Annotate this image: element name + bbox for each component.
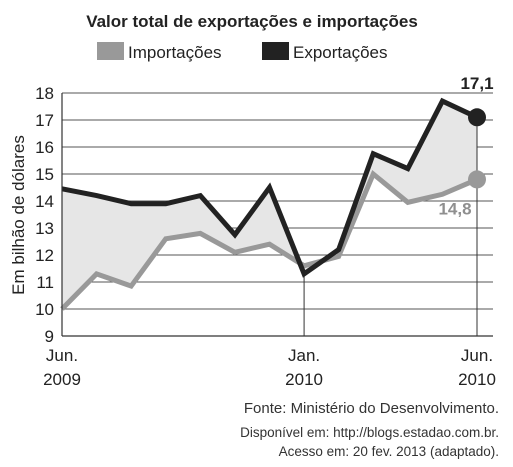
y-tick-label: 16: [35, 138, 54, 157]
x-tick-label: Jan.: [288, 346, 320, 365]
y-tick-label: 11: [36, 273, 54, 292]
y-tick-label: 18: [35, 84, 54, 103]
x-tick-label: Jun.: [46, 346, 78, 365]
x-tick-label: 2009: [43, 370, 81, 389]
series-lines: [60, 97, 486, 311]
y-tick-label: 14: [35, 192, 54, 211]
y-tick-labels: 9 10 11 12 13 14 15 16 17 18: [35, 84, 54, 346]
area-fill: [62, 101, 477, 309]
y-tick-label: 9: [45, 327, 54, 346]
source-line-3: Acesso em: 20 fev. 2013 (adaptado).: [278, 444, 499, 459]
source-line-2: Disponível em: http://blogs.estadao.com.…: [240, 425, 499, 440]
x-tick-label: Jun.: [461, 346, 493, 365]
source-line-1: Fonte: Ministério do Desenvolvimento.: [243, 400, 499, 417]
legend-label-importacoes: Importações: [128, 43, 222, 62]
chart: Valor total de exportações e importações…: [9, 12, 496, 389]
reference-lines: [303, 117, 478, 336]
plot-frame: [61, 93, 493, 337]
y-tick-label: 15: [35, 165, 54, 184]
y-axis-label: Em bilhão de dólares: [9, 135, 28, 295]
end-marker-importacoes: [468, 170, 486, 189]
x-tick-label: 2010: [285, 370, 323, 389]
legend-label-exportacoes: Exportações: [293, 43, 388, 62]
x-tick-labels: Jun. 2009 Jan. 2010 Jun. 2010: [43, 346, 496, 389]
y-tick-label: 17: [35, 111, 54, 130]
series-line-exportacoes: [61, 97, 479, 278]
y-tick-label: 12: [35, 246, 54, 265]
annotation-exportacoes: 17,1: [460, 74, 493, 93]
legend-swatch-exportacoes: [262, 42, 289, 60]
series-line-importacoes: [60, 169, 478, 311]
y-tick-label: 10: [35, 300, 54, 319]
legend-swatch-importacoes: [97, 42, 124, 60]
annotation-importacoes: 14,8: [438, 199, 471, 218]
annotations: 17,1 14,8: [438, 74, 493, 218]
y-tick-label: 13: [35, 219, 54, 238]
area-between-series: [62, 101, 477, 309]
x-tick-label: 2010: [458, 370, 496, 389]
chart-title: Valor total de exportações e importações: [86, 12, 418, 31]
end-marker-exportacoes: [468, 108, 486, 127]
legend: Importações Exportações: [97, 42, 388, 62]
